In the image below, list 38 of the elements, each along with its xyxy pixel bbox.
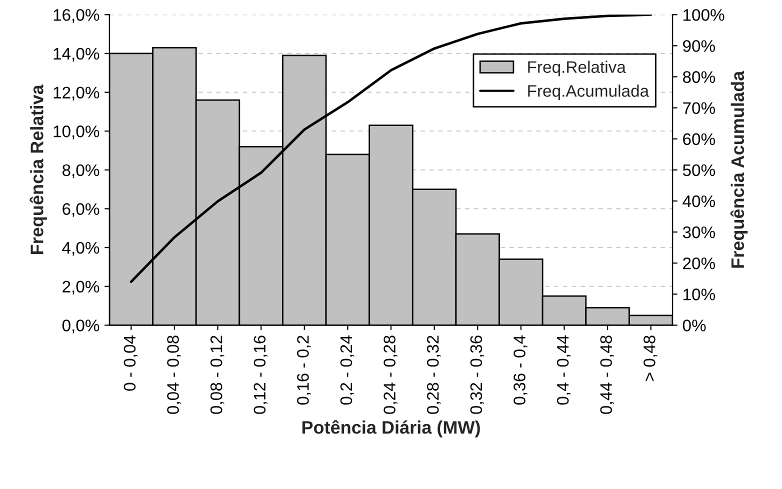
y2-tick-label: 0% <box>682 320 706 332</box>
y-axis-title: Frequência Relativa <box>30 84 47 254</box>
y2-tick-label: 60% <box>683 133 716 146</box>
x-tick-label: 0 - 0,04 <box>124 335 138 391</box>
legend-label: Freq.Acumulada <box>528 84 650 100</box>
x-tick-label: 0,2 - 0,24 <box>340 335 354 405</box>
y-tick-label: 4,0% <box>62 242 100 256</box>
y-tick-label: 0,0% <box>62 320 100 334</box>
y2-tick-label: 20% <box>683 257 716 270</box>
x-tick-label: 0,44 - 0,48 <box>600 336 614 414</box>
y2-tick-label: 70% <box>683 102 716 114</box>
x-tick-label: 0,16 - 0,2 <box>297 336 311 405</box>
x-tick-label: 0,12 - 0,16 <box>254 336 268 414</box>
y-tick-label: 8,0% <box>62 164 100 178</box>
x-tick-label: 0,32 - 0,36 <box>470 336 484 414</box>
y2-tick-label: 10% <box>684 288 716 300</box>
y2-axis-title: Frequência Acumulada <box>730 70 748 268</box>
y2-tick-label: 90% <box>683 40 716 52</box>
y2-tick-label: 40% <box>682 195 716 208</box>
y2-tick-label: 30% <box>682 226 716 238</box>
x-axis-title: Potência Diária (MW) <box>302 420 480 438</box>
x-tick-label: 0,4 - 0,44 <box>556 335 571 405</box>
y-tick-label: 16,0% <box>54 9 100 23</box>
x-tick-label: 0,04 - 0,08 <box>167 336 181 414</box>
x-tick-label: 0,36 - 0,4 <box>514 335 528 405</box>
y-tick-label: 14,0% <box>54 48 100 62</box>
y-tick-label: 6,0% <box>62 203 100 217</box>
y-tick-label: 2,0% <box>62 280 100 295</box>
x-tick-label: 0,08 - 0,12 <box>210 336 224 414</box>
y-tick-label: 12,0% <box>54 86 100 100</box>
y-tick-label: 10,0% <box>54 126 100 140</box>
y2-tick-label: 80% <box>682 71 716 83</box>
x-tick-label: > 0,48 <box>644 336 658 381</box>
x-tick-label: 0,24 - 0,28 <box>384 336 398 414</box>
y2-tick-label: 50% <box>682 164 716 176</box>
x-tick-label: 0,28 - 0,32 <box>426 336 441 414</box>
y2-tick-label: 100% <box>684 9 724 21</box>
legend-label: Freq.Relativa <box>528 60 626 76</box>
